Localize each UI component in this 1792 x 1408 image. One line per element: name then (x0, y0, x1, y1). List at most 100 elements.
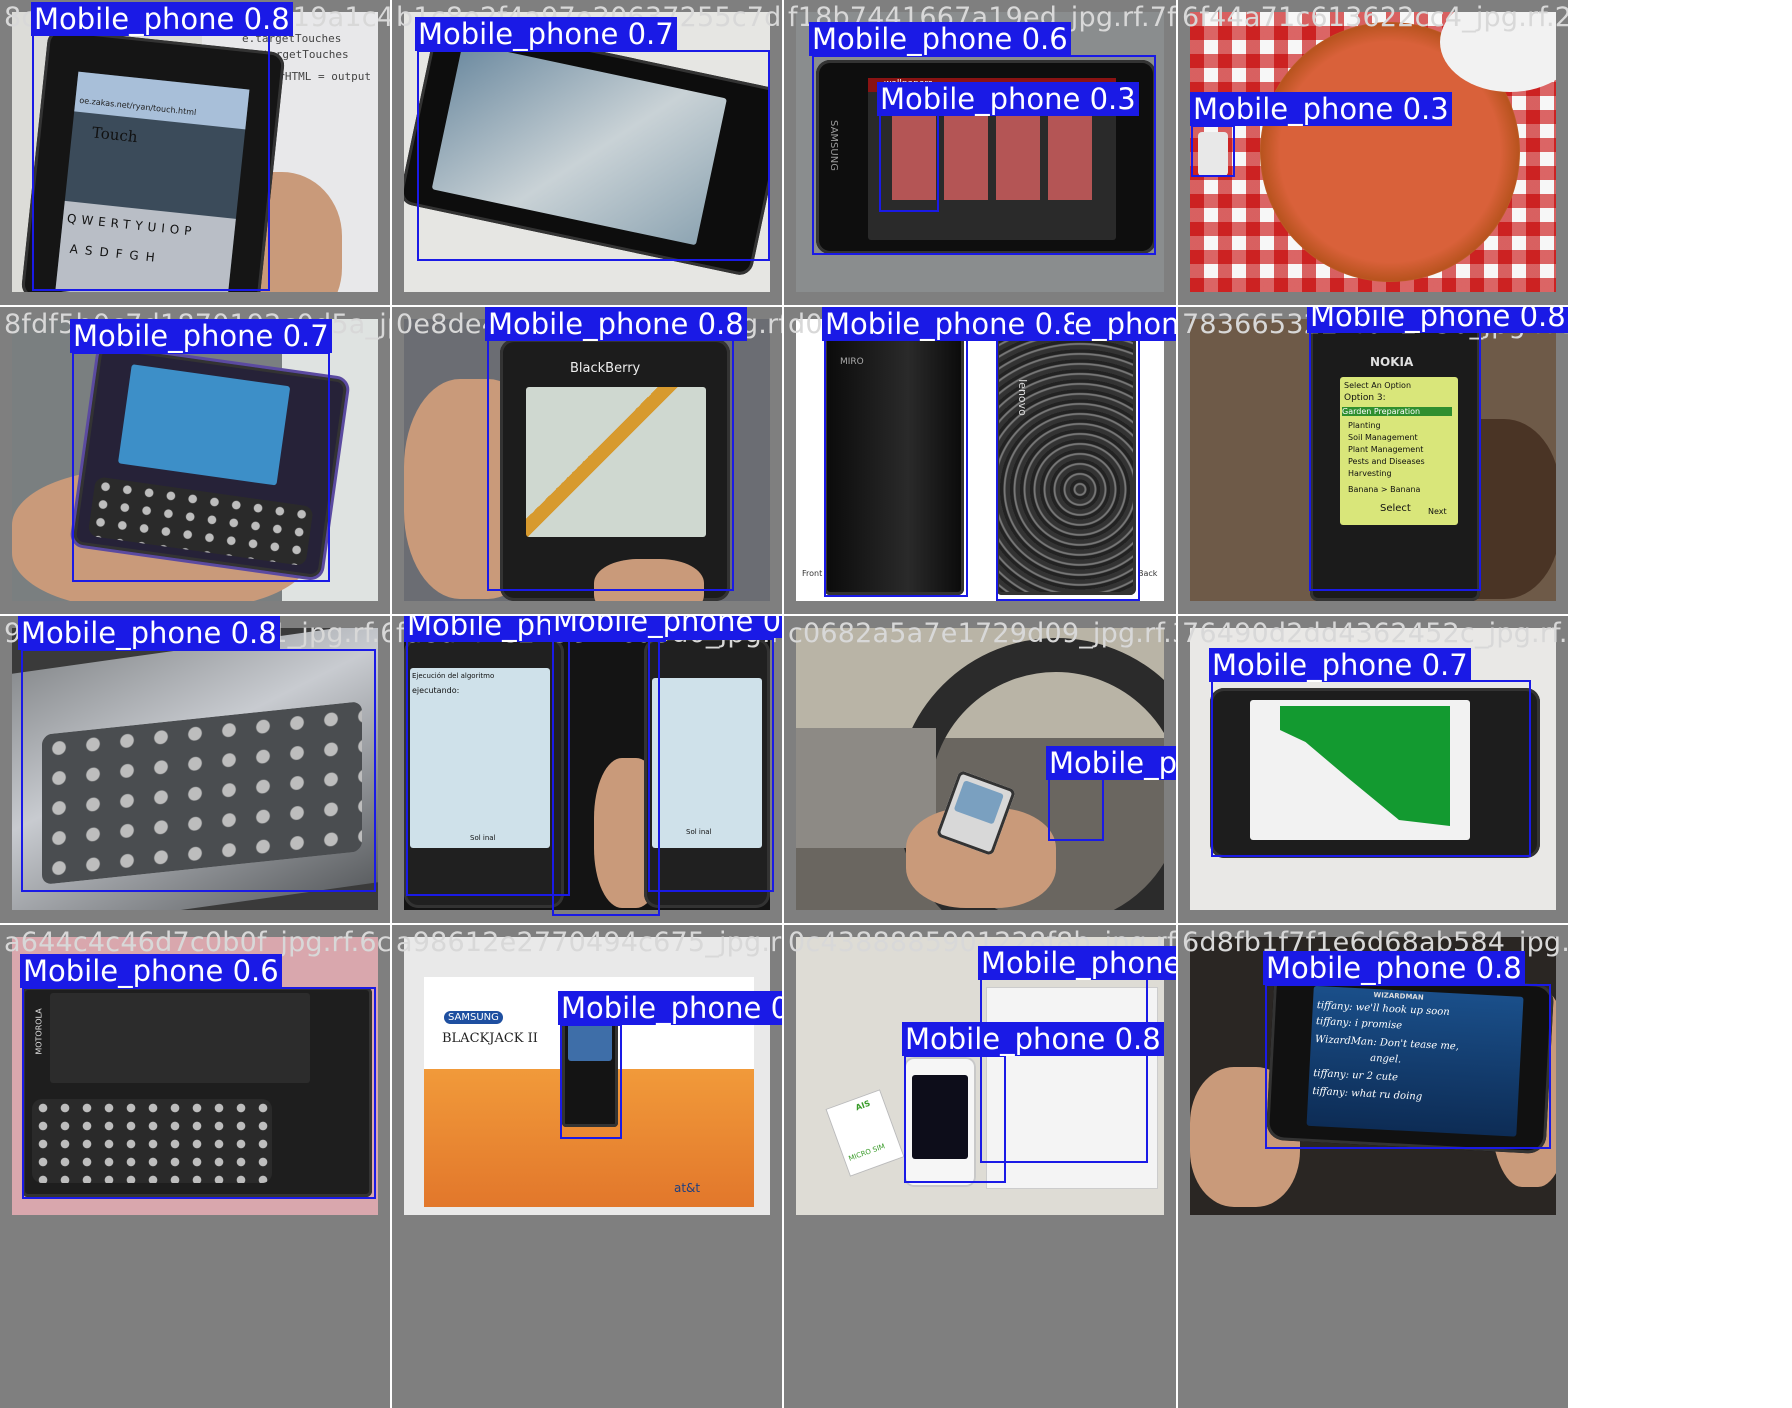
caption-back: Back (1138, 569, 1158, 578)
phone-screen (912, 1075, 968, 1159)
detection-box (32, 32, 270, 291)
detection-label: Mobile_phone 0.8 (822, 307, 1084, 341)
detection-label: Mobile_phone 0.8 (902, 1022, 1164, 1056)
menu-line: Harvesting (1348, 469, 1392, 478)
thumb (594, 559, 704, 601)
tile-photo: BlackBerry (404, 319, 770, 601)
detection-label: Mobile_phone 0.6 (809, 22, 1071, 56)
tile-photo (1190, 12, 1556, 292)
detection-box (996, 333, 1140, 601)
detection-box (1265, 984, 1551, 1149)
brand-text: BlackBerry (570, 361, 641, 376)
detection-box (22, 987, 376, 1199)
detection-label: Mobile_phone 0.9 (558, 991, 782, 1025)
detection-box (560, 1024, 622, 1139)
detection-box (824, 335, 968, 597)
detection-label: Mobile_phone 0.4 (1046, 746, 1176, 780)
tile-2: b1c8e2f4a97e20637255c7d1b6f_jpg.rf.b0e2c… (392, 0, 782, 305)
detection-label: Mobile_phone 0.7 (1209, 648, 1471, 682)
tile-photo (12, 628, 378, 910)
iphone-box (986, 987, 1158, 1189)
detection-box (72, 352, 330, 582)
brand-text: NOKIA (1370, 355, 1414, 369)
detection-box (904, 1055, 1006, 1183)
tile-16: WIZARDMAN tiffany: we'll hook up soon ti… (1178, 925, 1568, 1408)
tile-photo: e.targetTouches + e.targetTouches debug_… (12, 12, 378, 292)
image-filename: a644c4c46d7c0b0f_jpg.rf.6c3f2 (4, 927, 390, 958)
tile-10: Ejecución del algoritmo ejecutando: Sol … (392, 616, 782, 923)
detection-box (879, 114, 939, 212)
menu-line: Planting (1348, 421, 1381, 430)
tile-13: MOTOROLA a644c4c46d7c0b0f_jpg.rf.6c3f2 M… (0, 925, 390, 1408)
phone-screen: Select An Option Option 3: Garden Prepar… (1340, 377, 1458, 525)
screen-text: Ejecución del algoritmo (412, 672, 495, 680)
menu-line: Pests and Diseases (1348, 457, 1425, 466)
phone: NOKIA Select An Option Option 3: Garden … (1310, 319, 1480, 601)
menu-line: Plant Management (1348, 445, 1424, 454)
detection-label: Mobile_phone 0.9 (1073, 307, 1176, 341)
tile-1: e.targetTouches + e.targetTouches debug_… (0, 0, 390, 305)
screen-text: Sol inal (686, 828, 712, 836)
box-carrier: at&t (674, 1181, 701, 1195)
tile-7: MIRO lenovo Front Back d0ab8f4e10c9d7b2e… (784, 307, 1176, 614)
box-model: BLACKJACK II (442, 1031, 538, 1046)
menu-line-selected: Garden Preparation (1342, 407, 1452, 416)
tile-9: 9a36d0f1c2e44b8e1_jpg.rf.6c48 Mobile_pho… (0, 616, 390, 923)
phone: MOTOROLA (22, 987, 372, 1197)
detection-label: Mobile_phone 0.6 (20, 954, 282, 988)
tile-photo: NOKIA Select An Option Option 3: Garden … (1190, 319, 1556, 601)
detection-label: Mobile_phone 0.8 (18, 616, 280, 650)
detection-label: Mobile_phone 0.7 (70, 319, 332, 353)
menu-line: Select An Option (1344, 381, 1412, 390)
iphone (904, 1057, 976, 1187)
phone-screen (568, 1023, 612, 1061)
tile-3: SAMSUNG wallpapers f18b7441667a19ed_jpg.… (784, 0, 1176, 305)
tile-15: AIS MICRO SIM 0c4388885901228f8b_jpg.rf.… (784, 925, 1176, 1408)
detection-box (648, 638, 774, 892)
menu-line: Soil Management (1348, 433, 1418, 442)
menu-line: Banana > Banana (1348, 485, 1421, 494)
phone-screen: Ejecución del algoritmo ejecutando: Sol … (410, 668, 550, 848)
detection-label: Mobile_phone 0.4 (550, 616, 782, 638)
phone-back: lenovo (996, 331, 1136, 595)
phone-on-box (562, 1017, 618, 1127)
box-brand: SAMSUNG (444, 1011, 503, 1024)
detection-label: Mobile_phone 0.8 (485, 307, 747, 341)
detection-label: Mobile_phone 0.3 (1190, 92, 1452, 126)
tile-8: NOKIA Select An Option Option 3: Garden … (1178, 307, 1568, 614)
detection-box (1048, 777, 1104, 841)
detection-box (812, 55, 1156, 255)
map-screen (526, 387, 706, 537)
phone (1210, 688, 1540, 858)
detection-label: Mobile_phone 0.8 (1307, 307, 1568, 333)
phone-left: Ejecución del algoritmo ejecutando: Sol … (404, 638, 564, 908)
softkey-select: Select (1380, 503, 1411, 514)
phone-screen: Sol inal (652, 678, 762, 848)
keyboard (32, 1099, 272, 1183)
detection-box (417, 50, 770, 261)
phone-front: MIRO (824, 335, 964, 595)
tile-photo: MIRO lenovo Front Back (796, 319, 1164, 601)
detection-box (552, 636, 660, 916)
tile-4: 6f44a71c613622cc4_jpg.rf.2006 Mobile_pho… (1178, 0, 1568, 305)
image-filename: c0682a5a7e1729d09_jpg.rf.3fd (788, 618, 1176, 649)
tile-6: BlackBerry 0e8de4ba6b8d7c31c0_jpg.rf.2f1… (392, 307, 782, 614)
phone-screen (50, 993, 310, 1083)
small-phone (1198, 132, 1228, 176)
detection-label: Mobile_phone 0.8 (31, 2, 293, 36)
detection-label: Mobile_phone 0.5 (978, 946, 1176, 980)
sim-card: AIS MICRO SIM (825, 1089, 905, 1177)
sim-brand: AIS (854, 1098, 872, 1113)
detection-box (487, 337, 734, 591)
detection-label: Mobile_phone 0.8 (1263, 951, 1525, 985)
tile-11: c0682a5a7e1729d09_jpg.rf.3fd Mobile_phon… (784, 616, 1176, 923)
image-filename: 76490d2dd4362452c_jpg.rf.744 (1182, 618, 1568, 649)
phone-screen (1250, 700, 1470, 840)
image-filename: 6f44a71c613622cc4_jpg.rf.2006 (1182, 2, 1568, 33)
tile-5: 8fdf5b0c7d1870192c0d5a_jpg.rf.b538 Mobil… (0, 307, 390, 614)
detection-label: Mobile_phone 0.7 (415, 17, 677, 51)
caption-front: Front (802, 569, 823, 578)
tile-photo: Ejecución del algoritmo ejecutando: Sol … (404, 628, 770, 910)
menu-line: Option 3: (1344, 393, 1386, 403)
